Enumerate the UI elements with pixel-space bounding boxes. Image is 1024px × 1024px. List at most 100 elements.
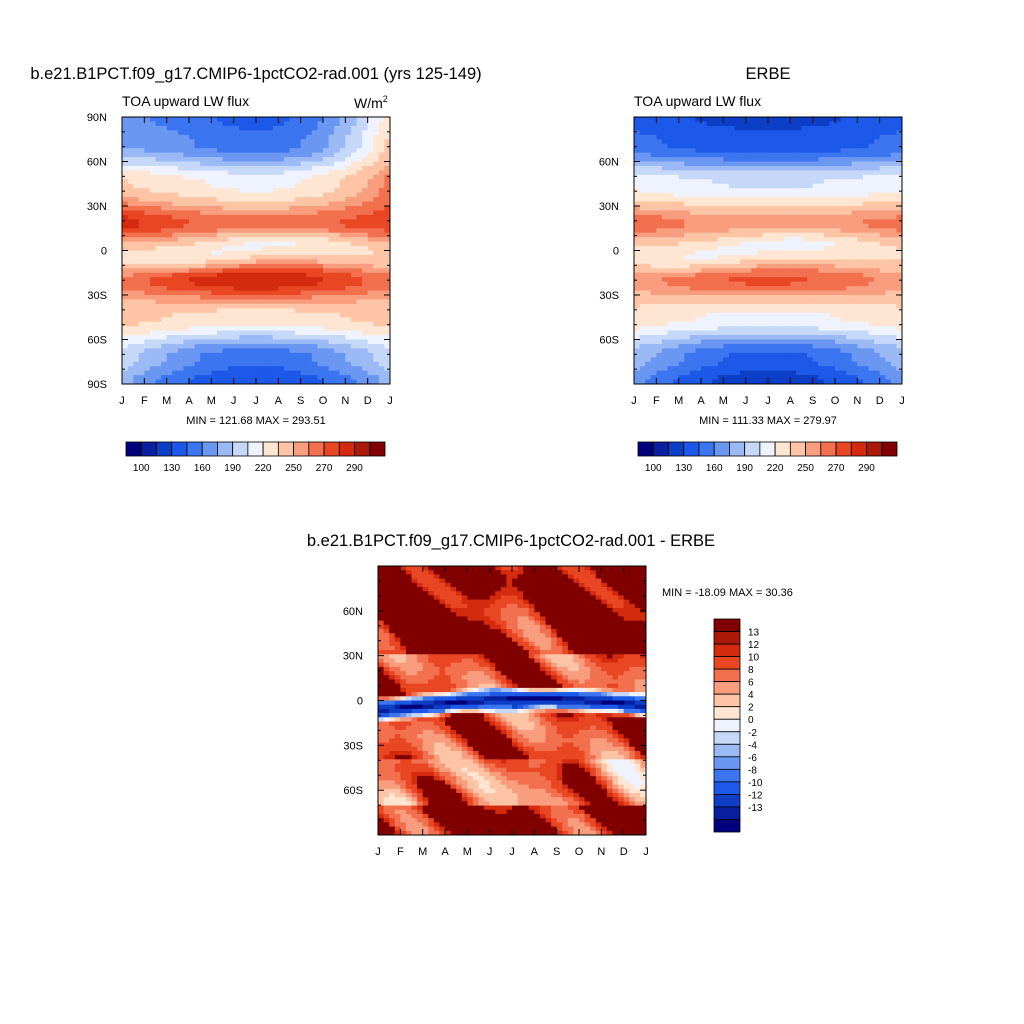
- field-cell: [868, 237, 875, 243]
- field-cell: [639, 277, 646, 283]
- field-cell: [122, 201, 129, 207]
- field-cell: [851, 201, 858, 207]
- field-cell: [667, 117, 674, 123]
- field-cell: [233, 125, 240, 131]
- field-cell: [155, 210, 162, 216]
- field-cell: [300, 214, 307, 220]
- field-cell: [762, 246, 769, 252]
- field-cell: [885, 143, 892, 149]
- field-cell: [678, 254, 685, 260]
- field-cell: [172, 375, 179, 381]
- field-cell: [256, 157, 263, 163]
- field-cell: [879, 134, 886, 140]
- field-cell: [706, 246, 713, 252]
- field-cell: [885, 170, 892, 176]
- field-cell: [222, 210, 229, 216]
- field-cell: [639, 286, 646, 292]
- field-cell: [194, 290, 201, 296]
- field-cell: [323, 139, 330, 145]
- field-cell: [222, 139, 229, 145]
- field-cell: [874, 157, 881, 163]
- field-cell: [306, 188, 313, 194]
- field-cell: [334, 254, 341, 260]
- field-cell: [311, 335, 319, 341]
- field-cell: [356, 219, 363, 225]
- field-cell: [801, 263, 808, 269]
- field-cell: [356, 125, 363, 131]
- field-cell: [144, 219, 151, 225]
- field-cell: [138, 330, 145, 336]
- field-cell: [189, 161, 196, 167]
- field-cell: [339, 152, 346, 158]
- field-cell: [829, 254, 836, 260]
- field-cell: [795, 232, 803, 238]
- field-cell: [684, 174, 691, 180]
- field-cell: [350, 197, 358, 203]
- field-cell: [378, 241, 386, 247]
- field-cell: [851, 197, 858, 203]
- field-cell: [678, 161, 685, 167]
- field-cell: [334, 130, 341, 136]
- field-cell: [339, 268, 346, 274]
- field-cell: [328, 379, 335, 384]
- field-cell: [885, 152, 892, 158]
- field-cell: [779, 210, 786, 216]
- field-cell: [667, 277, 674, 283]
- field-cell: [177, 188, 185, 194]
- field-cell: [323, 143, 330, 149]
- field-cell: [362, 375, 369, 381]
- field-cell: [261, 152, 268, 158]
- field-cell: [334, 125, 341, 131]
- field-cell: [244, 232, 252, 238]
- field-cell: [323, 343, 330, 349]
- field-cell: [127, 299, 134, 305]
- field-cell: [149, 130, 157, 136]
- field-cell: [216, 197, 224, 203]
- field-cell: [667, 183, 674, 189]
- field-cell: [144, 254, 151, 260]
- field-cell: [216, 214, 224, 220]
- field-cell: [650, 201, 657, 207]
- field-cell: [233, 303, 240, 309]
- field-cell: [367, 130, 374, 136]
- field-cell: [874, 228, 881, 234]
- field-cell: [334, 308, 341, 314]
- field-cell: [144, 206, 151, 212]
- field-cell: [740, 290, 747, 296]
- field-cell: [278, 165, 285, 171]
- field-cell: [356, 366, 363, 372]
- field-cell: [678, 259, 685, 265]
- field-cell: [317, 143, 324, 149]
- field-cell: [261, 357, 268, 363]
- field-cell: [194, 286, 201, 292]
- field-cell: [295, 330, 302, 336]
- field-cell: [295, 201, 302, 207]
- field-cell: [183, 272, 190, 278]
- field-cell: [339, 197, 346, 203]
- panel-obs-title: ERBE: [746, 65, 791, 83]
- field-cell: [356, 370, 363, 376]
- field-cell: [890, 250, 898, 256]
- field-cell: [807, 152, 814, 158]
- field-cell: [127, 317, 134, 323]
- field-cell: [684, 201, 691, 207]
- field-cell: [367, 197, 374, 203]
- field-cell: [790, 281, 797, 287]
- field-cell: [812, 170, 819, 176]
- field-cell: [256, 326, 263, 332]
- field-cell: [311, 352, 319, 358]
- field-cell: [768, 152, 775, 158]
- field-cell: [239, 139, 246, 145]
- field-cell: [751, 250, 758, 256]
- field-cell: [177, 206, 185, 212]
- field-cell: [267, 214, 274, 220]
- field-cell: [846, 206, 853, 212]
- field-cell: [289, 170, 296, 176]
- field-cell: [189, 183, 196, 189]
- field-cell: [133, 161, 140, 167]
- field-cell: [339, 308, 346, 314]
- field-cell: [846, 210, 853, 216]
- field-cell: [127, 330, 134, 336]
- field-cell: [706, 174, 713, 180]
- field-cell: [239, 370, 246, 376]
